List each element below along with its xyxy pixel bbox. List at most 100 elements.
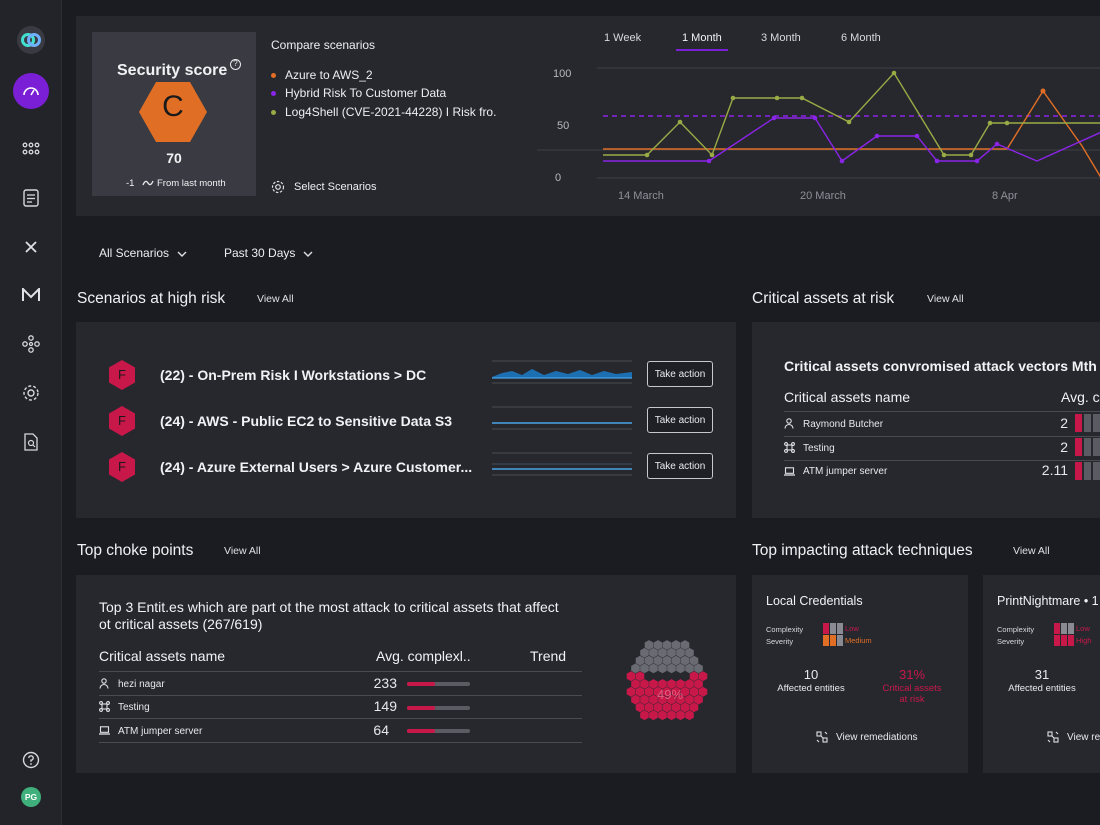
honeycomb-cell (640, 663, 649, 674)
critical-assets-label-2: at risk (899, 694, 925, 705)
y-tick: 50 (557, 120, 570, 132)
choke-points-title: Top choke points (77, 542, 194, 559)
risk-bar-segment (1093, 438, 1100, 456)
honeycomb-cell (698, 686, 708, 697)
honeycomb-cell (694, 663, 703, 674)
critical-assets-view-all-link[interactable]: View All (927, 293, 964, 305)
severity-bar-segment (830, 635, 836, 646)
column-header-trend: Trend (530, 648, 567, 664)
scenarios-filter-dropdown[interactable]: All Scenarios (99, 246, 187, 260)
avatar[interactable]: PG (13, 779, 49, 815)
complexity-bar-segment (837, 623, 843, 634)
divider (99, 718, 582, 719)
tab-6-month[interactable]: 6 Month (841, 32, 881, 44)
y-tick: 100 (553, 68, 572, 80)
column-header-name: Critical assets name (784, 389, 911, 405)
purple-series-line (603, 117, 1100, 163)
take-action-button[interactable]: Take action (647, 453, 713, 479)
honeycomb-cell (671, 702, 681, 713)
critical-assets-percent: 31% (898, 667, 926, 682)
asset-name: ATM jumper server (803, 466, 888, 477)
asset-value: 233 (373, 675, 397, 691)
honeycomb-cell (658, 710, 667, 721)
chevron-down-icon (303, 246, 313, 260)
honeycomb-cell (676, 710, 685, 721)
high-risk-view-all-link[interactable]: View All (257, 293, 294, 305)
compare-item[interactable]: Azure to AWS_2 (271, 68, 373, 82)
chevron-down-icon (177, 246, 187, 260)
document-icon[interactable] (13, 180, 49, 216)
risk-grade: F (118, 367, 126, 382)
asset-value: 2 (1060, 415, 1068, 431)
green-series-point (941, 152, 947, 158)
honeycomb-cell (631, 694, 640, 705)
x-tick: 14 March (618, 190, 664, 202)
complexity-bar (407, 682, 470, 686)
affected-entities-value: 31 (1034, 667, 1050, 682)
green-series-point (799, 95, 805, 101)
close-icon[interactable] (13, 229, 49, 265)
honeycomb-cell (626, 671, 636, 682)
grid-icon[interactable] (13, 131, 49, 167)
risk-bar-segment (1075, 438, 1082, 456)
x-tick: 8 Apr (992, 190, 1018, 202)
compare-item[interactable]: Hybrid Risk To Customer Data (271, 86, 446, 100)
take-action-button[interactable]: Take action (647, 407, 713, 433)
honeycomb-cell (680, 671, 690, 682)
scenario-name[interactable]: (22) - On-Prem Risk I Workstations > DC (160, 367, 427, 383)
choke-points-view-all-link[interactable]: View All (224, 545, 261, 557)
network-icon[interactable] (13, 326, 49, 362)
view-remediations-link[interactable]: View re (1067, 732, 1100, 743)
info-icon[interactable]: ? (230, 59, 241, 70)
honeycomb-cell (653, 655, 663, 666)
tab-1-month[interactable]: 1 Month (682, 32, 722, 44)
honeycomb-cell (635, 655, 645, 666)
tab-3-month[interactable]: 3 Month (761, 32, 801, 44)
technique-card[interactable]: Local Credentials Complexity Severity Lo… (752, 575, 968, 773)
techniques-title: Top impacting attack techniques (752, 542, 973, 559)
technique-card[interactable]: PrintNightmare • 1 Complexity Severity L… (983, 575, 1100, 773)
tab-1-week[interactable]: 1 Week (604, 32, 642, 44)
take-action-button[interactable]: Take action (647, 361, 713, 387)
honeycomb-cell (689, 686, 699, 697)
security-score-card: Security score ? C 70 -1 From last month (92, 32, 256, 196)
legend-dot-orange (271, 73, 276, 79)
purple-series-point (839, 158, 845, 164)
scenario-name[interactable]: (24) - Azure External Users > Azure Cust… (160, 459, 473, 475)
dashboard-icon[interactable] (13, 73, 49, 109)
compare-item[interactable]: Log4Shell (CVE-2021-44228) I Risk fro. (271, 105, 496, 119)
honeycomb-cell (694, 694, 703, 705)
gear-icon[interactable] (13, 375, 49, 411)
choke-heading-line-2: ot critical assets (267/619) (99, 616, 263, 632)
severity-label: Severity (766, 637, 794, 646)
complexity-bar-segment (1061, 623, 1067, 634)
report-icon[interactable] (13, 424, 49, 460)
scenario-sparkline (492, 360, 632, 384)
risk-grade: F (118, 459, 126, 474)
honeycomb-cell (685, 647, 694, 658)
asset-value: 64 (373, 722, 389, 738)
x-tick: 20 March (800, 190, 846, 202)
view-remediations-link[interactable]: View remediations (836, 732, 918, 743)
honeycomb-chart (626, 640, 708, 721)
severity-bar-segment (1054, 635, 1060, 646)
scenario-sparkline (492, 452, 632, 476)
legend-dot-purple (271, 91, 276, 97)
honeycomb-cell (649, 694, 658, 705)
settings-icon[interactable] (271, 180, 285, 194)
mail-icon[interactable] (13, 277, 49, 313)
honeycomb-cell (644, 702, 654, 713)
select-scenarios-button[interactable]: Select Scenarios (294, 181, 377, 193)
logo-icon[interactable] (13, 22, 49, 58)
honeycomb-cell (680, 702, 690, 713)
period-filter-dropdown[interactable]: Past 30 Days (224, 246, 313, 260)
green-series-point (644, 152, 650, 158)
divider (784, 411, 1100, 412)
summary-panel: Security score ? C 70 -1 From last month… (76, 16, 1100, 216)
techniques-view-all-link[interactable]: View All (1013, 545, 1050, 557)
help-icon[interactable] (13, 742, 49, 778)
scenario-name[interactable]: (24) - AWS - Public EC2 to Sensitive Dat… (160, 413, 452, 429)
honeycomb-cell (658, 647, 667, 658)
column-header-avg: Avg. c (1061, 389, 1100, 405)
honeycomb-cell (626, 686, 636, 697)
